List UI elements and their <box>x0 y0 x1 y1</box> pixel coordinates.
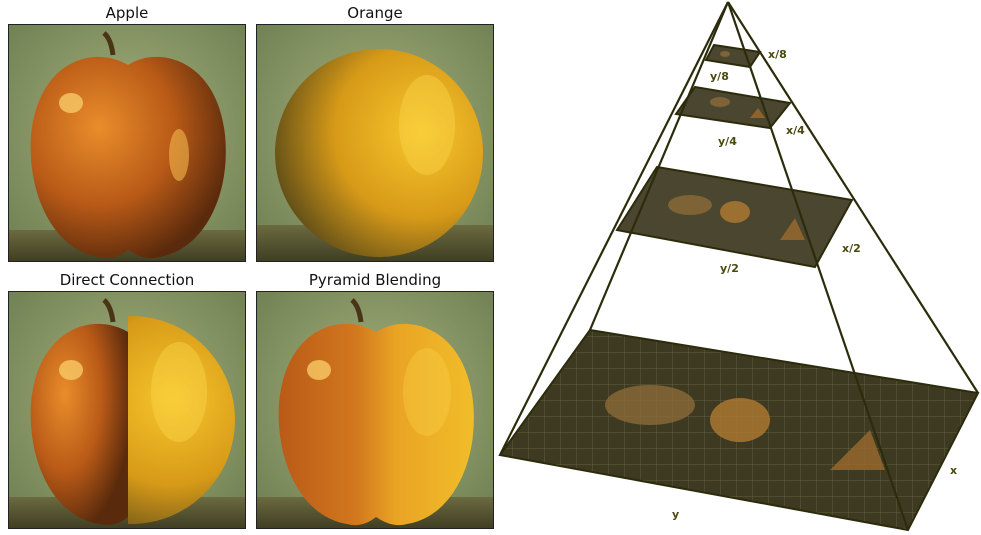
gaussian-pyramid-diagram: x/8 y/8 x/4 y/4 x/2 y/2 x y <box>498 1 980 532</box>
pyramid-level-quarter <box>674 85 792 130</box>
apple-image <box>8 24 246 262</box>
label-y4: y/4 <box>718 135 737 148</box>
apple-title: Apple <box>105 4 149 22</box>
pyramid-blending-title: Pyramid Blending <box>308 271 442 289</box>
orange-title: Orange <box>347 4 403 22</box>
pyramid-level-base <box>498 328 980 532</box>
direct-connection-image <box>8 291 246 529</box>
label-x4: x/4 <box>786 124 805 137</box>
orange-image <box>256 24 494 262</box>
label-x2: x/2 <box>842 242 861 255</box>
pyramid-edges <box>499 1 979 531</box>
pyramid-level-eighth <box>704 43 762 69</box>
pyramid-blending-image <box>256 291 494 529</box>
direct-connection-title: Direct Connection <box>59 271 195 289</box>
label-y8: y/8 <box>710 70 729 83</box>
label-y2: y/2 <box>720 262 739 275</box>
label-x8: x/8 <box>768 48 787 61</box>
label-x: x <box>950 464 957 477</box>
label-y: y <box>672 508 679 521</box>
